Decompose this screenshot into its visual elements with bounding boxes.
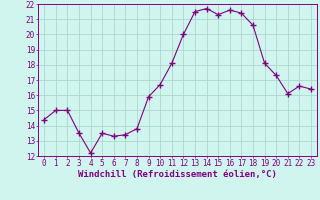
X-axis label: Windchill (Refroidissement éolien,°C): Windchill (Refroidissement éolien,°C): [78, 170, 277, 179]
